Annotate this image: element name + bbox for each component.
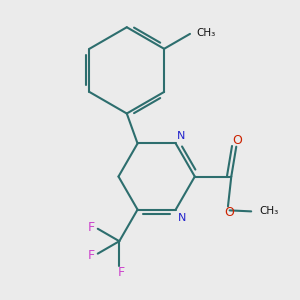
Text: N: N [178,213,186,223]
Text: CH₃: CH₃ [196,28,216,38]
Text: F: F [117,266,124,279]
Text: F: F [88,249,95,262]
Text: N: N [177,130,185,140]
Text: O: O [224,206,234,219]
Text: F: F [88,220,95,234]
Text: CH₃: CH₃ [260,206,279,216]
Text: O: O [232,134,242,147]
